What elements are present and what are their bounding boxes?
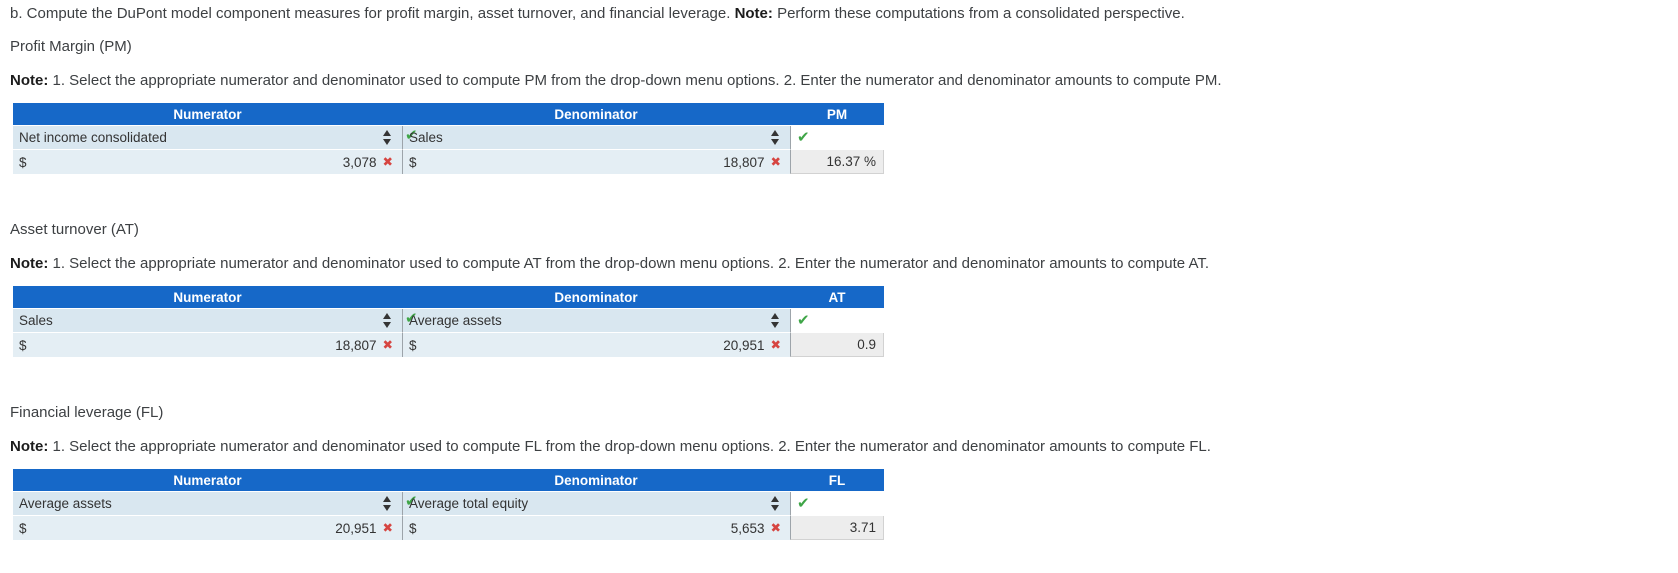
currency-symbol: $: [409, 154, 417, 170]
currency-symbol: $: [409, 520, 417, 536]
numerator-amount: 20,951: [335, 520, 377, 536]
result-status-cell: ✔: [790, 309, 884, 333]
dropdown-sort-icon[interactable]: [771, 496, 779, 511]
denominator-column-header: Denominator: [554, 472, 638, 488]
measure-section-pm: Profit Margin (PM) Note: 1. Select the a…: [10, 38, 1678, 174]
currency-symbol: $: [409, 337, 417, 353]
note-text: 1. Select the appropriate numerator and …: [52, 72, 1222, 89]
numerator-dropdown[interactable]: Sales: [13, 309, 402, 333]
numerator-amount-field[interactable]: $ 18,807 ✖: [13, 333, 402, 357]
denominator-column-header: Denominator: [554, 289, 638, 305]
note-label: Note:: [10, 255, 49, 272]
section-title: Asset turnover (AT): [10, 221, 139, 238]
dropdown-sort-icon[interactable]: [771, 313, 779, 328]
correct-check-icon: ✔: [797, 312, 810, 329]
amount-row: $ 3,078 ✖ $ 18,807 ✖ 16.37 %: [13, 150, 884, 174]
instruction-line: b. Compute the DuPont model component me…: [10, 5, 1678, 22]
result-value-cell: 16.37 %: [790, 150, 884, 174]
result-column-header: FL: [828, 472, 846, 488]
correct-check-icon: ✔: [405, 493, 418, 510]
correct-check-icon: ✔: [405, 310, 418, 327]
measure-section-at: Asset turnover (AT) Note: 1. Select the …: [10, 221, 1678, 357]
instruction-text: b. Compute the DuPont model component me…: [10, 5, 731, 22]
numerator-amount: 3,078: [342, 154, 377, 170]
numerator-selection-label: Sales: [19, 313, 53, 328]
section-title: Profit Margin (PM): [10, 38, 132, 55]
currency-symbol: $: [19, 520, 27, 536]
incorrect-cross-icon: ✖: [382, 337, 393, 352]
denominator-selection-label: Average assets: [409, 313, 502, 328]
numerator-amount-field[interactable]: $ 3,078 ✖: [13, 150, 402, 174]
result-column-header: AT: [828, 289, 846, 305]
selection-row: Net income consolidated ✔ Sales ✔: [13, 126, 884, 150]
dropdown-sort-icon[interactable]: [383, 313, 391, 328]
section-note: Note: 1. Select the appropriate numerato…: [10, 255, 1678, 272]
denominator-dropdown[interactable]: ✔ Average assets: [402, 309, 790, 333]
denominator-amount-field[interactable]: $ 18,807 ✖: [402, 150, 790, 174]
dupont-table-fl: Numerator Denominator FL Average assets …: [13, 469, 884, 540]
table-header-row: Numerator Denominator AT: [13, 286, 884, 309]
result-value-cell: 3.71: [790, 516, 884, 540]
dupont-table-pm: Numerator Denominator PM Net income cons…: [13, 103, 884, 174]
incorrect-cross-icon: ✖: [382, 154, 393, 169]
note-text: 1. Select the appropriate numerator and …: [52, 438, 1211, 455]
denominator-amount-field[interactable]: $ 5,653 ✖: [402, 516, 790, 540]
result-value: 16.37 %: [826, 154, 876, 169]
denominator-column-header: Denominator: [554, 106, 638, 122]
measure-section-fl: Financial leverage (FL) Note: 1. Select …: [10, 404, 1678, 540]
denominator-amount: 18,807: [723, 154, 765, 170]
numerator-selection-label: Net income consolidated: [19, 130, 167, 145]
denominator-amount: 20,951: [723, 337, 765, 353]
numerator-column-header: Numerator: [173, 106, 242, 122]
selection-row: Average assets ✔ Average total equity ✔: [13, 492, 884, 516]
section-note: Note: 1. Select the appropriate numerato…: [10, 72, 1678, 89]
numerator-selection-label: Average assets: [19, 496, 112, 511]
denominator-dropdown[interactable]: ✔ Average total equity: [402, 492, 790, 516]
result-status-cell: ✔: [790, 126, 884, 150]
incorrect-cross-icon: ✖: [770, 337, 781, 352]
dropdown-sort-icon[interactable]: [771, 130, 779, 145]
numerator-amount: 18,807: [335, 337, 377, 353]
result-value: 3.71: [849, 520, 876, 535]
note-label: Note:: [734, 5, 773, 22]
incorrect-cross-icon: ✖: [382, 520, 393, 535]
section-note: Note: 1. Select the appropriate numerato…: [10, 438, 1678, 455]
result-value: 0.9: [857, 337, 876, 352]
instruction-note-text: Perform these computations from a consol…: [777, 5, 1185, 22]
incorrect-cross-icon: ✖: [770, 520, 781, 535]
amount-row: $ 20,951 ✖ $ 5,653 ✖ 3.71: [13, 516, 884, 540]
currency-symbol: $: [19, 154, 27, 170]
correct-check-icon: ✔: [797, 495, 810, 512]
result-value-cell: 0.9: [790, 333, 884, 357]
table-header-row: Numerator Denominator PM: [13, 103, 884, 126]
numerator-column-header: Numerator: [173, 289, 242, 305]
note-label: Note:: [10, 438, 49, 455]
selection-row: Sales ✔ Average assets ✔: [13, 309, 884, 333]
denominator-selection-label: Average total equity: [409, 496, 529, 511]
currency-symbol: $: [19, 337, 27, 353]
incorrect-cross-icon: ✖: [770, 154, 781, 169]
denominator-amount-field[interactable]: $ 20,951 ✖: [402, 333, 790, 357]
correct-check-icon: ✔: [797, 129, 810, 146]
exercise-page: b. Compute the DuPont model component me…: [10, 5, 1678, 540]
correct-check-icon: ✔: [405, 127, 418, 144]
note-text: 1. Select the appropriate numerator and …: [52, 255, 1210, 272]
result-status-cell: ✔: [790, 492, 884, 516]
note-label: Note:: [10, 72, 49, 89]
numerator-dropdown[interactable]: Net income consolidated: [13, 126, 402, 150]
denominator-dropdown[interactable]: ✔ Sales: [402, 126, 790, 150]
numerator-dropdown[interactable]: Average assets: [13, 492, 402, 516]
numerator-column-header: Numerator: [173, 472, 242, 488]
section-title: Financial leverage (FL): [10, 404, 164, 421]
table-header-row: Numerator Denominator FL: [13, 469, 884, 492]
denominator-amount: 5,653: [730, 520, 765, 536]
dropdown-sort-icon[interactable]: [383, 496, 391, 511]
denominator-selection-label: Sales: [409, 130, 443, 145]
dropdown-sort-icon[interactable]: [383, 130, 391, 145]
dupont-table-at: Numerator Denominator AT Sales ✔ Average…: [13, 286, 884, 357]
numerator-amount-field[interactable]: $ 20,951 ✖: [13, 516, 402, 540]
result-column-header: PM: [826, 106, 848, 122]
amount-row: $ 18,807 ✖ $ 20,951 ✖ 0.9: [13, 333, 884, 357]
